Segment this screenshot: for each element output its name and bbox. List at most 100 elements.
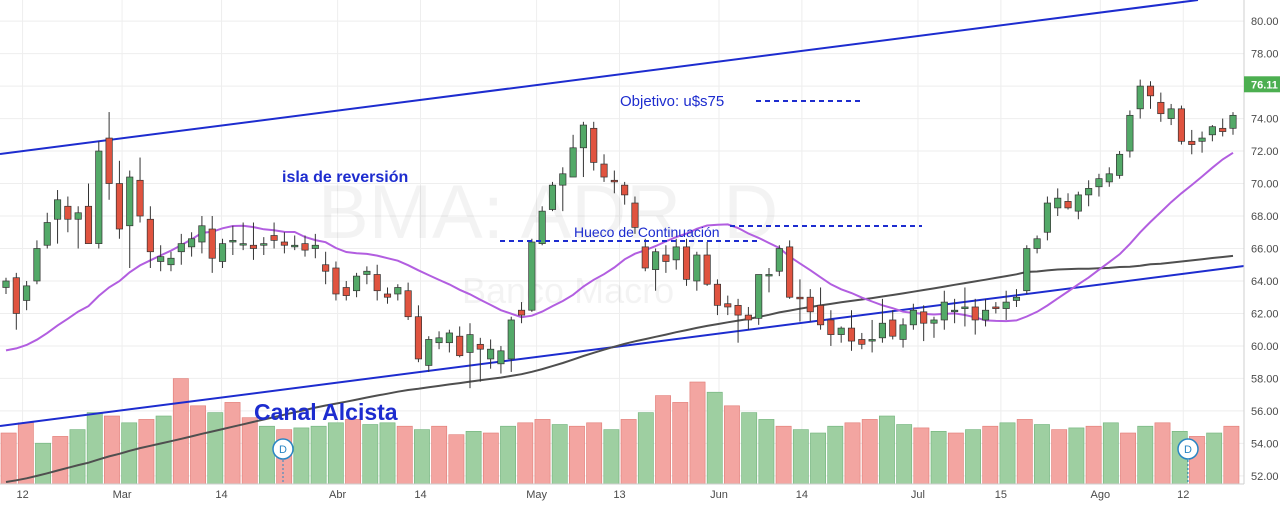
volume-bar — [104, 415, 120, 485]
candle-body — [301, 243, 309, 251]
time-tick-label: May — [526, 489, 547, 501]
candle-body — [1095, 178, 1103, 188]
candle-body — [889, 319, 897, 337]
volume-bar — [844, 422, 861, 485]
candle-body — [827, 319, 835, 335]
candle-body — [744, 314, 752, 321]
candles — [2, 79, 1237, 389]
price-tick-label: 78.00 — [1251, 49, 1279, 61]
candle-body — [1136, 85, 1144, 110]
candle-body — [981, 309, 990, 321]
price-axis[interactable]: 52.00 54.00 56.00 58.00 60.00 62.00 64.00 66.00… — [1251, 16, 1279, 483]
volume-bar — [930, 430, 947, 485]
candle-body — [43, 222, 51, 246]
candle-body — [548, 184, 557, 210]
candle-body — [1167, 108, 1175, 119]
time-tick-label: Abr — [329, 489, 346, 501]
candle-body — [239, 243, 247, 246]
candle-body — [353, 275, 361, 292]
candle-body — [755, 274, 763, 319]
candle-body — [1064, 201, 1072, 209]
candle-body — [487, 348, 495, 360]
candle-body — [445, 332, 453, 344]
volume-bar — [1016, 419, 1033, 485]
candle-body — [538, 210, 546, 244]
volume-bar — [482, 432, 499, 485]
volume-bar — [396, 425, 413, 485]
candle-body — [383, 293, 392, 298]
dividend-markers[interactable]: D D — [272, 438, 1199, 482]
annotation-canal: Canal Alcista — [254, 399, 398, 425]
candle-body — [765, 274, 773, 277]
candle-body — [280, 241, 288, 246]
volume-bar — [896, 424, 913, 485]
dividend-marker-2[interactable]: D — [1177, 438, 1199, 482]
candle-body — [1126, 114, 1134, 152]
candle-body — [363, 270, 371, 275]
volume-bar — [1051, 429, 1068, 485]
volume-bar — [431, 425, 448, 485]
candle-body — [74, 212, 82, 220]
candle-body — [909, 309, 917, 326]
candle-body — [291, 244, 299, 248]
volume-bar — [1206, 432, 1223, 485]
volume-bar — [465, 430, 482, 485]
volume-bar — [1085, 425, 1102, 485]
candle-body — [84, 205, 93, 244]
volume-bar — [224, 402, 241, 485]
volume-bar — [327, 422, 344, 485]
volume-bar — [741, 412, 758, 485]
candle-body — [33, 248, 41, 282]
annotation-lines — [500, 100, 922, 242]
time-axis[interactable]: 12 Mar 14 Abr 14 May 13 Jun 14 Jul 15 Ago 12 — [16, 489, 1189, 501]
volume-bar — [1120, 432, 1136, 485]
volume-bar — [448, 434, 465, 485]
price-tick-label: 60.00 — [1251, 341, 1279, 353]
candle-body — [1208, 126, 1216, 136]
candle-body — [713, 283, 722, 306]
candle-body — [2, 280, 10, 288]
candle-body — [1085, 188, 1093, 196]
candle-body — [1146, 85, 1155, 97]
candle-body — [208, 228, 216, 259]
candle-body — [188, 238, 196, 248]
volume-bar — [1137, 425, 1154, 485]
volume-bar — [500, 425, 516, 485]
time-tick-label: 14 — [215, 489, 227, 501]
price-tick-label: 64.00 — [1251, 276, 1279, 288]
volume-bar — [810, 432, 826, 485]
candle-body — [466, 334, 474, 353]
candle-body — [311, 244, 319, 249]
candle-body — [724, 303, 732, 308]
candle-body — [260, 243, 268, 246]
volume-bar — [586, 422, 603, 485]
candle-body — [157, 256, 165, 262]
candle-body — [177, 243, 185, 253]
candle-body — [961, 306, 969, 309]
dividend-marker-1[interactable]: D — [272, 438, 294, 482]
candle-body — [425, 339, 433, 366]
volume-bar — [620, 419, 637, 485]
dividend-marker-label: D — [279, 444, 287, 456]
volume-bar — [52, 436, 69, 485]
channel-lower-line[interactable] — [0, 265, 1245, 427]
candle-body — [1116, 153, 1124, 176]
volume-bar — [551, 424, 568, 485]
dividend-marker-circle — [272, 438, 294, 460]
volume-bar — [965, 429, 981, 485]
channel-upper-line[interactable] — [0, 0, 1199, 155]
dividend-marker-label: D — [1184, 444, 1192, 456]
volume-bar — [982, 425, 999, 485]
volume-bar — [241, 417, 258, 485]
candle-body — [456, 335, 464, 357]
candle-body — [1198, 137, 1206, 142]
volume-bar — [569, 425, 585, 485]
candle-body — [115, 183, 123, 230]
candle-body — [54, 199, 62, 220]
volume-bar — [207, 412, 224, 485]
candle-body — [796, 296, 804, 300]
candle-body — [322, 264, 330, 272]
